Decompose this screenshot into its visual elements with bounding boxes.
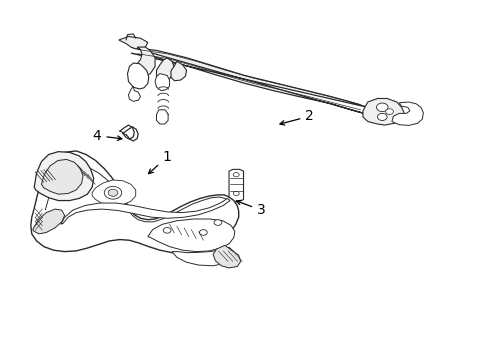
Polygon shape: [362, 99, 403, 125]
Circle shape: [199, 230, 207, 235]
Polygon shape: [171, 61, 186, 81]
Circle shape: [233, 192, 239, 195]
Polygon shape: [172, 247, 233, 266]
Polygon shape: [213, 246, 240, 268]
Circle shape: [104, 186, 122, 199]
Polygon shape: [156, 110, 168, 124]
Polygon shape: [147, 219, 234, 252]
Circle shape: [376, 103, 387, 112]
Circle shape: [233, 172, 239, 177]
Polygon shape: [92, 180, 136, 206]
Polygon shape: [128, 86, 140, 101]
Polygon shape: [156, 58, 174, 81]
Text: 2: 2: [280, 109, 313, 125]
Polygon shape: [34, 152, 94, 201]
Polygon shape: [127, 63, 148, 89]
Polygon shape: [31, 151, 238, 254]
Polygon shape: [119, 36, 147, 49]
Polygon shape: [131, 47, 367, 114]
Polygon shape: [155, 74, 169, 91]
Text: 1: 1: [148, 150, 171, 174]
Polygon shape: [33, 209, 64, 234]
Circle shape: [214, 220, 222, 225]
Circle shape: [377, 113, 386, 121]
Polygon shape: [391, 102, 423, 125]
Text: 4: 4: [93, 129, 122, 143]
Polygon shape: [136, 47, 155, 77]
Circle shape: [108, 189, 118, 196]
Circle shape: [163, 228, 171, 233]
Circle shape: [385, 109, 393, 114]
Polygon shape: [228, 169, 243, 202]
Text: 3: 3: [236, 201, 265, 217]
Polygon shape: [61, 198, 229, 224]
Polygon shape: [41, 159, 83, 194]
